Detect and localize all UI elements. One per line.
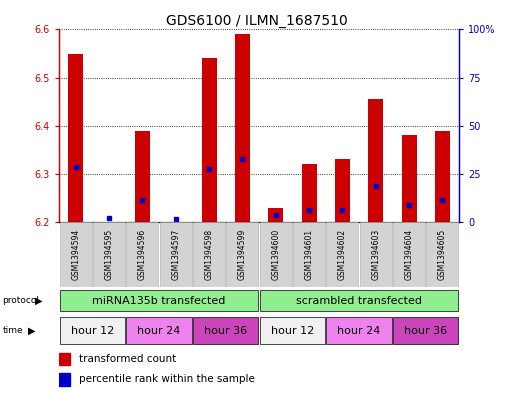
Bar: [60, 290, 259, 311]
Bar: [302, 164, 317, 222]
Text: ▶: ▶: [35, 296, 43, 306]
Text: protocol: protocol: [3, 296, 40, 305]
Bar: [59, 373, 70, 386]
Bar: [335, 160, 350, 222]
Text: time: time: [3, 326, 23, 335]
Bar: [393, 317, 459, 344]
Bar: [393, 222, 425, 287]
Bar: [260, 317, 325, 344]
Bar: [126, 222, 159, 287]
Bar: [93, 222, 125, 287]
Text: GSM1394604: GSM1394604: [405, 229, 413, 280]
Text: GSM1394594: GSM1394594: [71, 229, 80, 280]
Bar: [326, 222, 359, 287]
Text: GSM1394597: GSM1394597: [171, 229, 180, 280]
Text: GSM1394600: GSM1394600: [271, 229, 280, 280]
Bar: [435, 130, 450, 222]
Text: GDS6100 / ILMN_1687510: GDS6100 / ILMN_1687510: [166, 14, 347, 28]
Bar: [260, 222, 292, 287]
Text: GSM1394596: GSM1394596: [138, 229, 147, 280]
Bar: [135, 130, 150, 222]
Text: GSM1394598: GSM1394598: [205, 229, 213, 280]
Text: percentile rank within the sample: percentile rank within the sample: [78, 374, 254, 384]
Text: hour 24: hour 24: [137, 325, 181, 336]
Text: transformed count: transformed count: [78, 354, 176, 364]
Text: protocol: protocol: [0, 392, 1, 393]
Bar: [193, 317, 259, 344]
Text: hour 24: hour 24: [338, 325, 381, 336]
Text: GSM1394599: GSM1394599: [238, 229, 247, 280]
Bar: [326, 317, 392, 344]
Bar: [426, 222, 459, 287]
Text: miRNA135b transfected: miRNA135b transfected: [92, 296, 226, 306]
Bar: [59, 353, 70, 365]
Bar: [126, 317, 192, 344]
Bar: [193, 222, 225, 287]
Bar: [368, 99, 383, 222]
Bar: [160, 222, 192, 287]
Text: ▶: ▶: [28, 325, 36, 336]
Text: GSM1394602: GSM1394602: [338, 229, 347, 280]
Bar: [226, 222, 259, 287]
Bar: [202, 58, 216, 222]
Bar: [60, 222, 92, 287]
Bar: [260, 290, 459, 311]
Text: GSM1394595: GSM1394595: [105, 229, 113, 280]
Bar: [293, 222, 325, 287]
Bar: [402, 136, 417, 222]
Bar: [360, 222, 392, 287]
Text: GSM1394603: GSM1394603: [371, 229, 380, 280]
Bar: [60, 317, 125, 344]
Text: hour 36: hour 36: [404, 325, 447, 336]
Bar: [68, 53, 83, 222]
Text: GSM1394601: GSM1394601: [305, 229, 313, 280]
Text: hour 12: hour 12: [271, 325, 314, 336]
Text: hour 12: hour 12: [71, 325, 114, 336]
Text: scrambled transfected: scrambled transfected: [296, 296, 422, 306]
Text: hour 36: hour 36: [204, 325, 247, 336]
Bar: [235, 34, 250, 222]
Text: GSM1394605: GSM1394605: [438, 229, 447, 280]
Bar: [268, 208, 283, 222]
